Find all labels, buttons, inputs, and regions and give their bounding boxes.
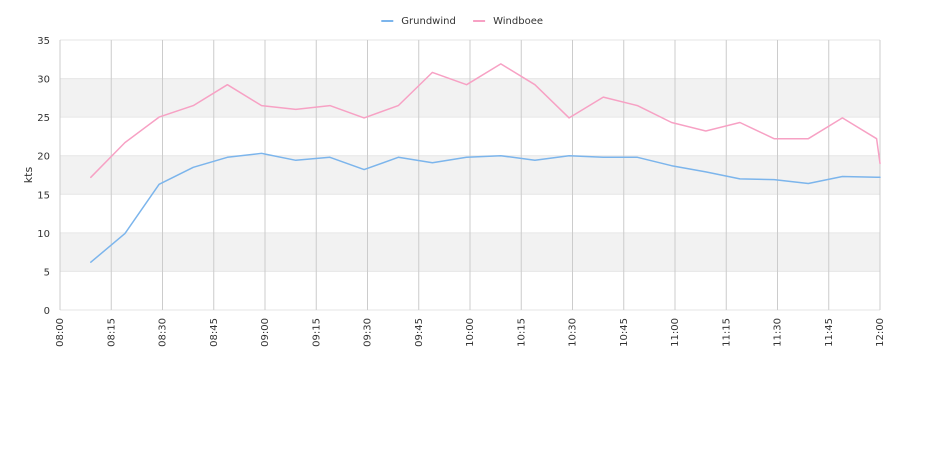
legend-item-grundwind[interactable]: Grundwind	[381, 16, 456, 27]
x-tick-label: 09:30	[363, 318, 374, 347]
x-tick-label: 10:00	[465, 318, 476, 347]
x-tick-label: 09:15	[311, 318, 322, 347]
x-tick-label: 08:45	[209, 318, 220, 347]
y-tick-label: 20	[37, 152, 50, 163]
x-axis-ticks: 08:00 08:15 08:30 08:45 09:00 09:15 09:30 09:45…	[55, 318, 886, 347]
x-tick-label: 11:45	[824, 318, 835, 347]
y-tick-label: 10	[37, 229, 50, 240]
x-tick-label: 12:00	[875, 318, 886, 347]
y-axis-ticks: 0 5 10 15 20 25 30 35	[37, 36, 50, 317]
y-tick-label: 5	[44, 267, 50, 278]
grid-lines	[59, 39, 881, 311]
series-line-windboee[interactable]	[90, 63, 881, 179]
series-line-grundwind[interactable]	[90, 152, 881, 263]
y-tick-label: 15	[37, 190, 50, 201]
legend-label: Grundwind	[401, 16, 456, 27]
y-tick-label: 35	[37, 36, 50, 47]
x-tick-label: 11:30	[773, 318, 784, 347]
x-tick-label: 08:00	[55, 318, 66, 347]
x-tick-label: 09:00	[260, 318, 271, 347]
series-lines	[90, 63, 881, 263]
x-tick-label: 10:30	[568, 318, 579, 347]
x-tick-label: 08:15	[106, 318, 117, 347]
x-tick-label: 08:30	[158, 318, 169, 347]
x-tick-label: 10:45	[619, 318, 630, 347]
legend[interactable]: Grundwind Windboee	[381, 16, 543, 27]
legend-label: Windboee	[493, 16, 543, 27]
y-axis-label: kts	[22, 167, 35, 184]
x-tick-label: 09:45	[414, 318, 425, 347]
x-tick-label: 11:15	[721, 318, 732, 347]
x-tick-label: 10:15	[516, 318, 527, 347]
x-tick-label: 11:00	[670, 318, 681, 347]
y-tick-label: 30	[37, 75, 50, 86]
y-tick-label: 0	[44, 306, 50, 317]
legend-item-windboee[interactable]: Windboee	[473, 16, 543, 27]
y-tick-label: 25	[37, 113, 50, 124]
